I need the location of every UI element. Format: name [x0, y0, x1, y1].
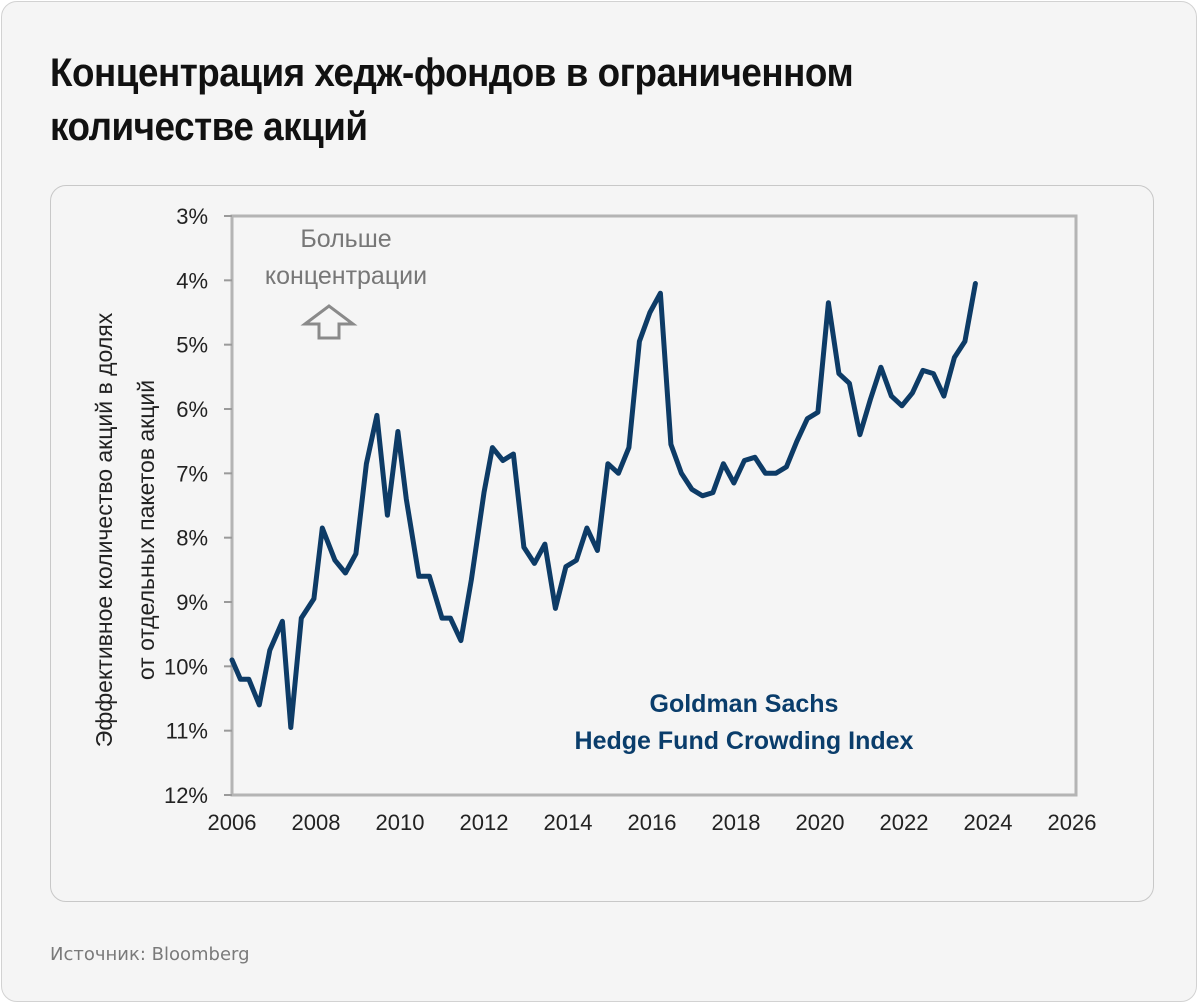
x-tick-label: 2026 [1048, 810, 1097, 835]
annotation-text: концентрации [265, 262, 427, 290]
x-axis: 2006 2008 2010 2012 2014 2016 2018 2020 2022 2024… [208, 810, 1097, 835]
x-tick-label: 2016 [628, 810, 677, 835]
y-axis-label-line: от отдельных пакетов акций [133, 380, 159, 680]
y-tick-label: 9% [176, 590, 208, 615]
y-tick-label: 12% [164, 783, 208, 808]
x-tick-label: 2018 [712, 810, 761, 835]
y-tick-label: 8% [176, 526, 208, 551]
y-tick-label: 6% [176, 397, 208, 422]
y-tick-label: 11% [166, 719, 208, 744]
legend-text: Goldman Sachs [650, 690, 839, 718]
up-arrow-icon [300, 304, 358, 340]
x-tick-label: 2020 [796, 810, 845, 835]
x-tick-label: 2010 [376, 810, 425, 835]
legend-text: Hedge Fund Crowding Index [575, 727, 914, 755]
y-tick-label: 4% [176, 268, 208, 293]
plot-area-border [230, 214, 1078, 797]
source-note: Источник: Bloomberg [50, 944, 250, 965]
y-tick-label: 5% [176, 333, 208, 358]
series-group [229, 281, 978, 730]
y-tick-label: 3% [176, 204, 208, 229]
x-tick-label: 2024 [964, 810, 1013, 835]
x-tick-label: 2022 [880, 810, 929, 835]
series-line [229, 281, 978, 730]
y-axis-label-line: Эффективное количество акций в долях [91, 312, 117, 747]
x-tick-label: 2006 [208, 810, 257, 835]
y-axis-label: Эффективное количество акций в долях от о… [91, 312, 159, 747]
x-tick-label: 2014 [544, 810, 593, 835]
x-tick-label: 2012 [460, 810, 509, 835]
annotation-text: Больше [300, 225, 391, 253]
y-axis: 3% 4% 5% 6% 7% 8% 9% 10% 11% 12% [164, 204, 232, 808]
y-tick-label: 7% [176, 461, 208, 486]
annotation-more-concentration: Больше концентрации [265, 225, 427, 340]
page-title: Концентрация хедж-фондов в ограниченном … [50, 51, 854, 149]
y-tick-label: 10% [164, 654, 208, 679]
x-tick-label: 2008 [292, 810, 341, 835]
legend: Goldman Sachs Hedge Fund Crowding Index [575, 690, 914, 755]
